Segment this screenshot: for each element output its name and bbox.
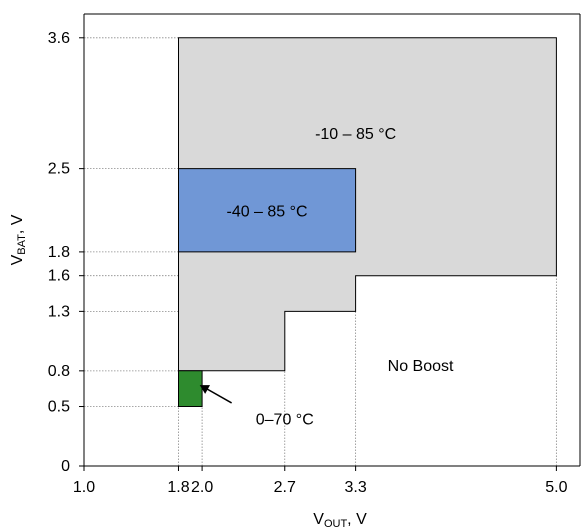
y-tick-label: 0 — [61, 458, 70, 475]
x-tick-label: 2.0 — [191, 479, 213, 496]
region-3 — [178, 370, 203, 407]
annotation-arrow-line — [203, 386, 232, 404]
y-axis-title: VBAT, V — [9, 214, 28, 265]
x-tick-label: 1.8 — [167, 479, 189, 496]
annotation-no-boost: No Boost — [388, 358, 454, 375]
y-tick-label: 1.3 — [48, 303, 70, 320]
y-tick-label: 1.8 — [48, 244, 70, 261]
region-1 — [178, 37, 557, 372]
y-tick-label: 0.8 — [48, 363, 70, 380]
y-tick-label: 0.5 — [48, 399, 70, 416]
region-label: -40 – 85 °C — [226, 203, 307, 220]
y-tick-label: 3.6 — [48, 30, 70, 47]
region-label: 0–70 °C — [256, 411, 314, 428]
y-tick-label: 1.6 — [48, 268, 70, 285]
region-labels: -10 – 85 °C -40 – 85 °C 0–70 °C No Boost — [199, 126, 454, 428]
x-tick-label: 2.7 — [274, 479, 296, 496]
region-2 — [178, 168, 357, 253]
x-tick-label: 3.3 — [344, 479, 366, 496]
annotation-arrow-head — [199, 385, 211, 394]
plot-frame — [83, 13, 581, 467]
region-label: -10 – 85 °C — [315, 126, 396, 143]
y-ticks: 0 0.5 0.8 1.3 1.6 1.8 2.5 3.6 — [48, 30, 84, 475]
x-axis-title: VOUT, V — [313, 511, 367, 529]
y-tick-label: 2.5 — [48, 161, 70, 178]
x-ticks: 1.0 1.8 2.0 2.7 3.3 5.0 — [73, 466, 568, 496]
x-tick-label: 1.0 — [73, 479, 95, 496]
x-tick-label: 5.0 — [545, 479, 567, 496]
regions — [178, 37, 557, 407]
